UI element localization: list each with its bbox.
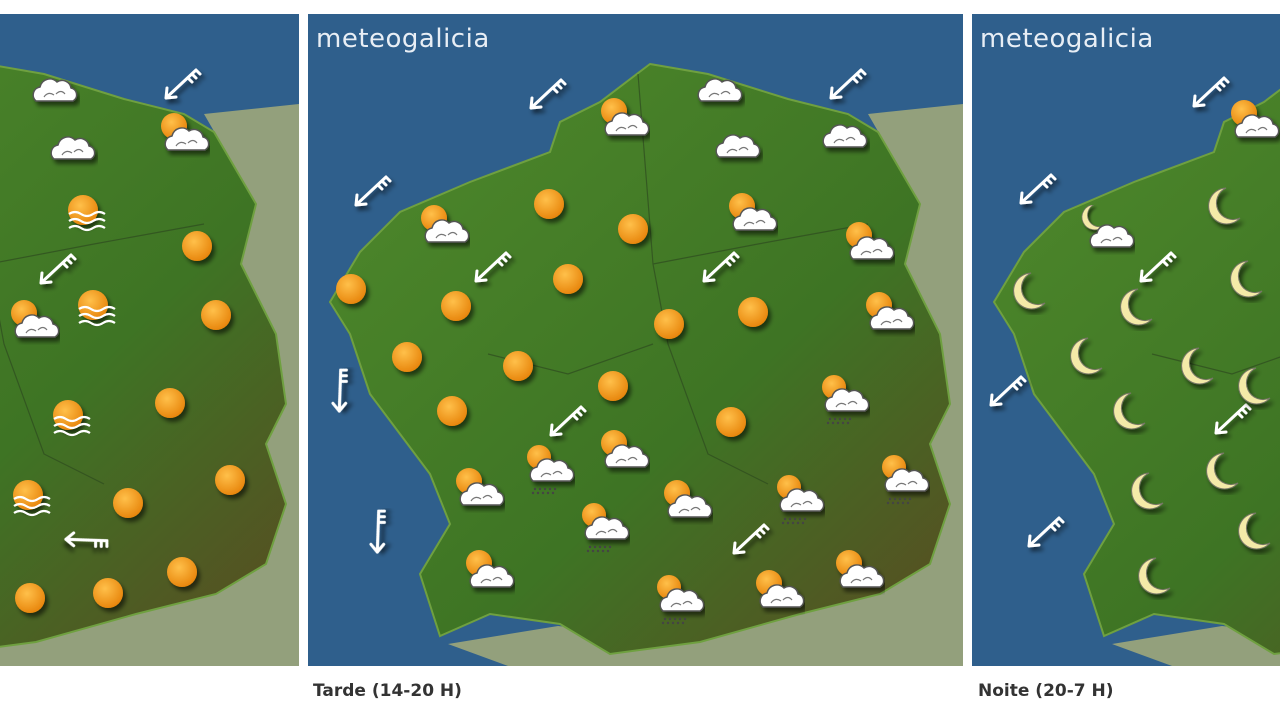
sun-rain-icon: [810, 375, 870, 425]
sun-rain-icon: [645, 575, 705, 625]
wind-sw-icon: [535, 397, 595, 447]
wind-sw-icon: [340, 167, 400, 217]
wind-sw-icon: [460, 243, 520, 293]
wind-sw-icon: [718, 515, 778, 565]
sun-cloud-icon: [410, 200, 470, 250]
wind-sw-icon: [150, 60, 210, 110]
province-borders: [0, 223, 205, 485]
sun-icon: [0, 573, 60, 623]
moon-icon: [1190, 180, 1250, 230]
terrain-map: [972, 14, 1280, 666]
sun-icon: [538, 254, 598, 304]
forecast-map-afternoon: meteogalicia: [308, 14, 963, 666]
sun-cloud-icon: [835, 217, 895, 267]
sun-cloud-icon: [445, 463, 505, 513]
fog-icon: [65, 285, 125, 335]
sun-icon: [152, 547, 212, 597]
sun-icon: [186, 290, 246, 340]
cloud-icon: [38, 123, 98, 173]
sun-cloud-icon: [590, 93, 650, 143]
cloud-icon: [703, 121, 763, 171]
sun-icon: [200, 455, 260, 505]
sun-icon: [377, 332, 437, 382]
sun-icon: [321, 264, 381, 314]
sun-icon: [422, 386, 482, 436]
galicia-land: [992, 88, 1280, 656]
wind-sw-icon: [1125, 243, 1185, 293]
cloud-icon: [20, 65, 80, 115]
wind-sw-icon: [688, 243, 748, 293]
wind-sw-icon: [1178, 68, 1238, 118]
sun-icon: [140, 378, 200, 428]
meteogalicia-logo: meteogalicia: [316, 24, 490, 54]
forecast-map-night: meteogalicia: [972, 14, 1280, 666]
forecast-map-morning: [0, 14, 299, 666]
sun-icon: [639, 299, 699, 349]
sun-cloud-icon: [455, 545, 515, 595]
moon-icon: [1052, 330, 1112, 380]
panel-label-night: Noite (20-7 H): [978, 681, 1114, 701]
moon-icon: [1120, 550, 1180, 600]
moon-icon: [1212, 253, 1272, 303]
sun-cloud-icon: [825, 545, 885, 595]
moon-icon: [1188, 445, 1248, 495]
fog-icon: [55, 190, 115, 240]
wind-sw-icon: [1005, 165, 1065, 215]
moon-icon: [1163, 340, 1223, 390]
sun-icon: [701, 397, 761, 447]
sun-icon: [167, 221, 227, 271]
meteogalicia-logo: meteogalicia: [980, 24, 1154, 54]
moon-icon: [1220, 505, 1280, 555]
moon-icon: [1095, 385, 1155, 435]
wind-sw-icon: [515, 70, 575, 120]
sun-icon: [488, 341, 548, 391]
fog-icon: [0, 475, 60, 525]
sun-rain-icon: [765, 475, 825, 525]
sun-icon: [519, 179, 579, 229]
moon-icon: [1113, 465, 1173, 515]
fog-icon: [40, 395, 100, 445]
cloud-icon: [685, 65, 745, 115]
wind-sw-icon: [1200, 395, 1260, 445]
sun-cloud-icon: [653, 475, 713, 525]
sun-icon: [78, 568, 138, 618]
moon-icon: [995, 265, 1055, 315]
wind-sw-icon: [975, 367, 1035, 417]
sun-icon: [98, 478, 158, 528]
sun-icon: [426, 281, 486, 331]
sun-icon: [603, 204, 663, 254]
sun-rain-icon: [870, 455, 930, 505]
sun-cloud-icon: [855, 287, 915, 337]
wind-s-icon: [348, 508, 408, 558]
sun-icon: [723, 287, 783, 337]
sun-rain-icon: [515, 445, 575, 495]
cloud-icon: [810, 111, 870, 161]
sun-cloud-icon: [0, 295, 60, 345]
moon-cloud-icon: [1075, 204, 1135, 255]
neighbor-land: [0, 104, 299, 666]
moon-icon: [1220, 360, 1280, 410]
neighbor-land: [1112, 626, 1280, 666]
neighbor-land: [448, 104, 963, 666]
sun-cloud-icon: [590, 425, 650, 475]
moon-icon: [1102, 281, 1162, 331]
wind-s-icon: [310, 367, 370, 417]
wind-sw-icon: [1013, 508, 1073, 558]
sun-cloud-icon: [745, 565, 805, 615]
sun-cloud-icon: [150, 108, 210, 158]
sun-rain-icon: [570, 503, 630, 553]
wind-sw-icon: [25, 245, 85, 295]
wind-w-icon: [55, 515, 115, 565]
sun-icon: [583, 361, 643, 411]
panel-label-afternoon: Tarde (14-20 H): [313, 681, 462, 701]
wind-sw-icon: [815, 60, 875, 110]
sun-cloud-icon: [718, 188, 778, 238]
sun-cloud-icon: [1220, 95, 1280, 145]
province-borders: [1151, 353, 1280, 375]
